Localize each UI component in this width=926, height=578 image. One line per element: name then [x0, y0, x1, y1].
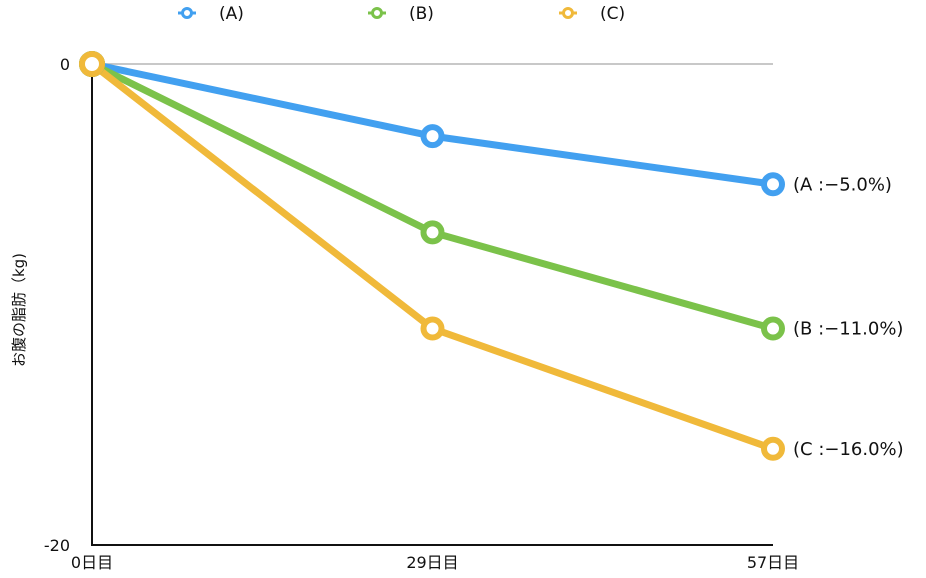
end-label-b: (B :−11.0%) — [793, 319, 903, 340]
series-lines — [88, 60, 777, 453]
x-tick-label: 29日目 — [406, 553, 458, 572]
series-points — [79, 51, 785, 461]
axes — [91, 63, 773, 546]
end-label-a: (A :−5.0%) — [793, 174, 892, 195]
data-point-a — [420, 124, 445, 149]
x-tick-label: 57日目 — [747, 553, 799, 572]
y-tick-label: 0 — [60, 55, 70, 74]
y-tick-label: -20 — [44, 536, 70, 555]
legend-marker-a — [181, 7, 193, 19]
series-line-a — [88, 60, 777, 188]
legend: (A) (B) (C) — [178, 4, 625, 24]
y-axis-title: お腹の脂肪（kg) — [10, 253, 28, 367]
legend-label-b: (B) — [409, 4, 434, 24]
data-point-c — [79, 51, 105, 77]
legend-marker-b — [371, 7, 383, 19]
legend-marker-c — [562, 7, 574, 19]
series-line-b — [88, 60, 777, 333]
data-point-c — [420, 316, 445, 341]
data-point-b — [420, 220, 445, 245]
data-point-b — [761, 316, 785, 341]
legend-label-a: (A) — [219, 4, 244, 24]
data-point-a — [761, 172, 785, 197]
legend-label-c: (C) — [600, 4, 625, 24]
end-label-c: (C :−16.0%) — [793, 439, 904, 460]
end-labels: (A :−5.0%) (B :−11.0%) (C :−16.0%) — [793, 174, 904, 460]
x-tick-label: 0日目 — [71, 553, 113, 572]
data-point-c — [761, 436, 785, 461]
tick-labels: 0日目 29日目 57日目 0 -20 — [44, 55, 799, 572]
series-line-c — [88, 60, 777, 453]
